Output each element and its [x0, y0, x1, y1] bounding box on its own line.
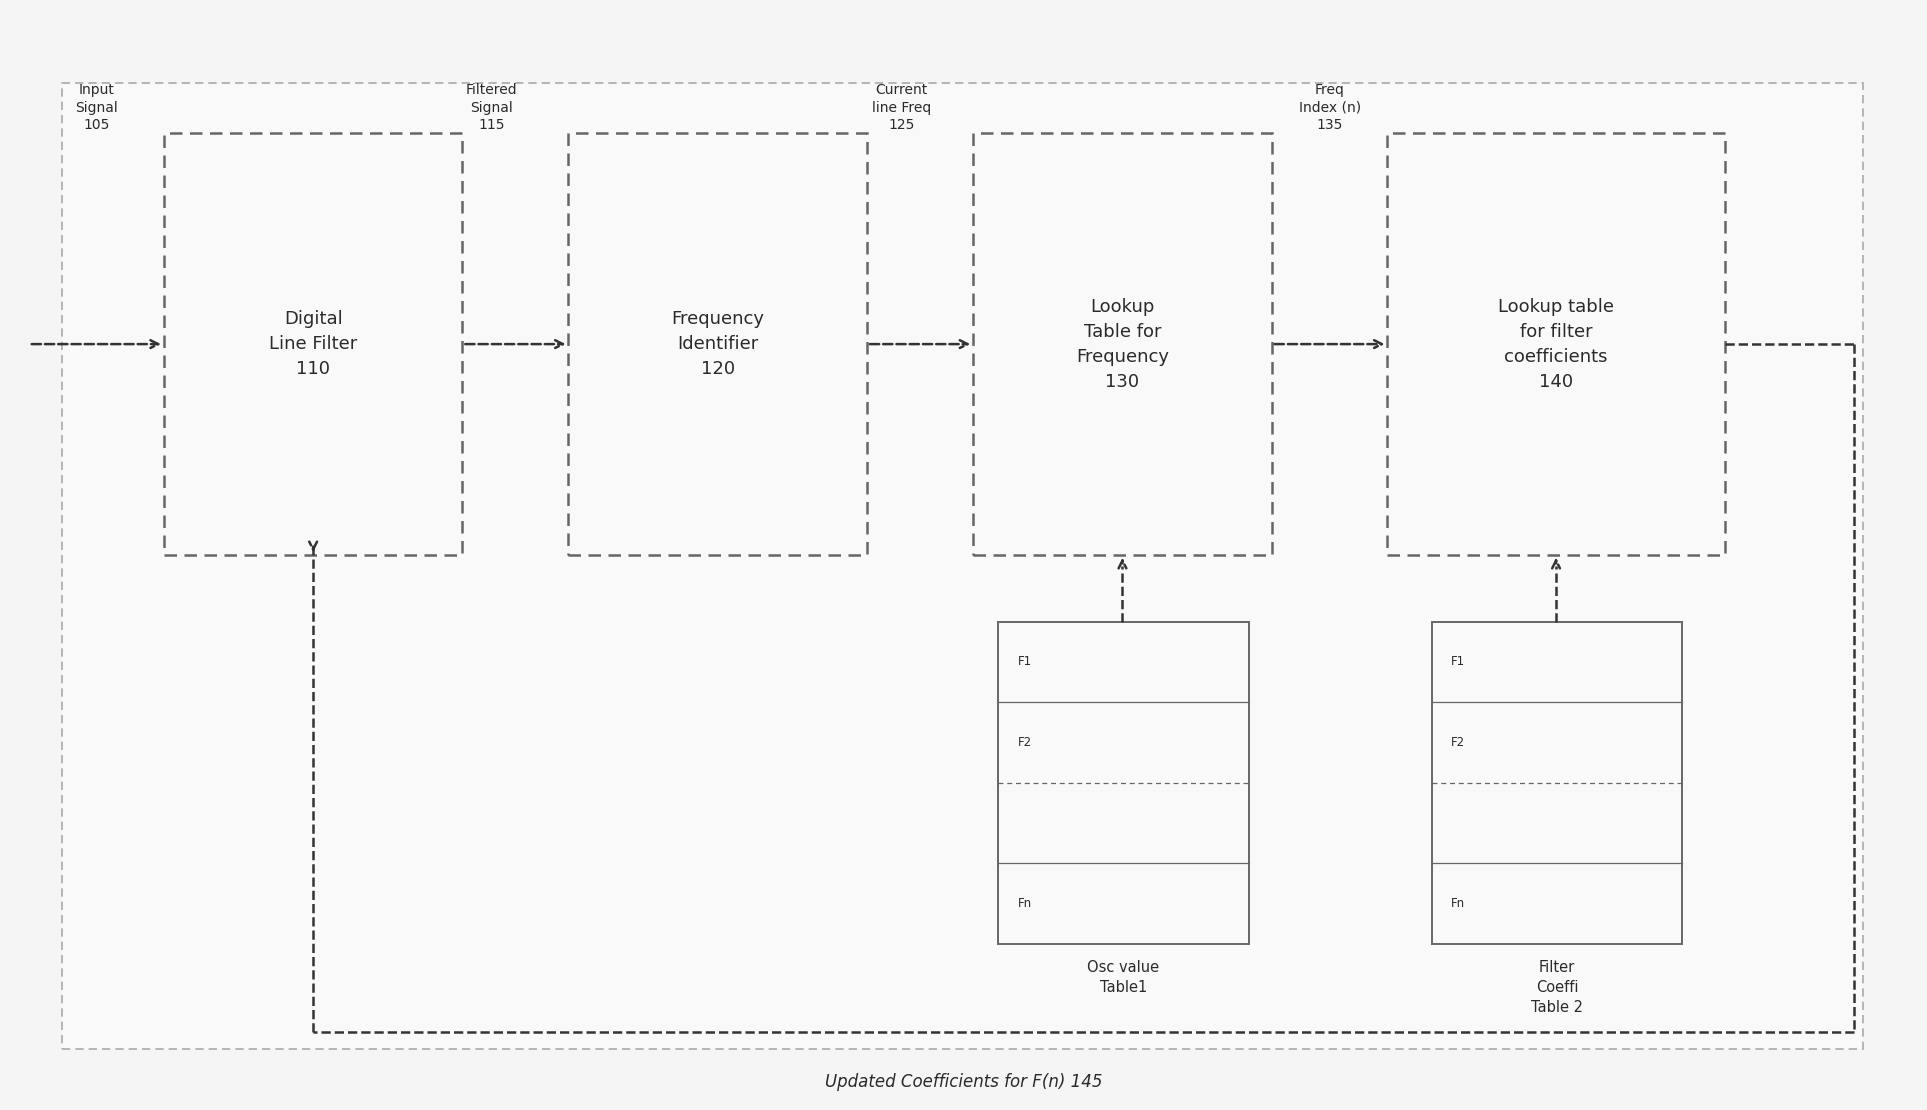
Text: Fn: Fn	[1451, 897, 1465, 910]
Text: F1: F1	[1017, 655, 1031, 668]
Text: Filter
Coeffi
Table 2: Filter Coeffi Table 2	[1532, 960, 1582, 1015]
Bar	[164, 133, 462, 555]
Bar	[1387, 133, 1725, 555]
Text: Fn: Fn	[1017, 897, 1031, 910]
Text: Freq
Index (n)
135: Freq Index (n) 135	[1299, 83, 1360, 132]
Text: Input
Signal
105: Input Signal 105	[75, 83, 118, 132]
Text: F1: F1	[1451, 655, 1465, 668]
Text: Lookup
Table for
Frequency
130: Lookup Table for Frequency 130	[1075, 297, 1170, 391]
Text: Filtered
Signal
115: Filtered Signal 115	[466, 83, 516, 132]
Text: Osc value
Table1: Osc value Table1	[1087, 960, 1160, 995]
Text: Frequency
Identifier
120: Frequency Identifier 120	[671, 310, 765, 379]
Bar	[568, 133, 867, 555]
Bar	[973, 133, 1272, 555]
Bar	[1432, 622, 1682, 944]
Text: Updated Coefficients for F(n) 145: Updated Coefficients for F(n) 145	[825, 1073, 1102, 1091]
Bar	[62, 83, 1863, 1049]
Text: F2: F2	[1017, 736, 1031, 749]
Text: F2: F2	[1451, 736, 1465, 749]
Text: Current
line Freq
125: Current line Freq 125	[873, 83, 931, 132]
Text: Digital
Line Filter
110: Digital Line Filter 110	[270, 310, 356, 379]
Text: Lookup table
for filter
coefficients
140: Lookup table for filter coefficients 140	[1497, 297, 1615, 391]
Bar	[998, 622, 1249, 944]
